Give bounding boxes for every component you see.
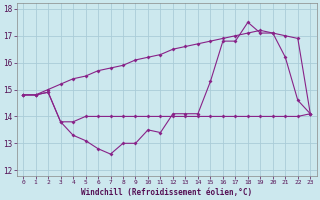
X-axis label: Windchill (Refroidissement éolien,°C): Windchill (Refroidissement éolien,°C) <box>81 188 252 197</box>
